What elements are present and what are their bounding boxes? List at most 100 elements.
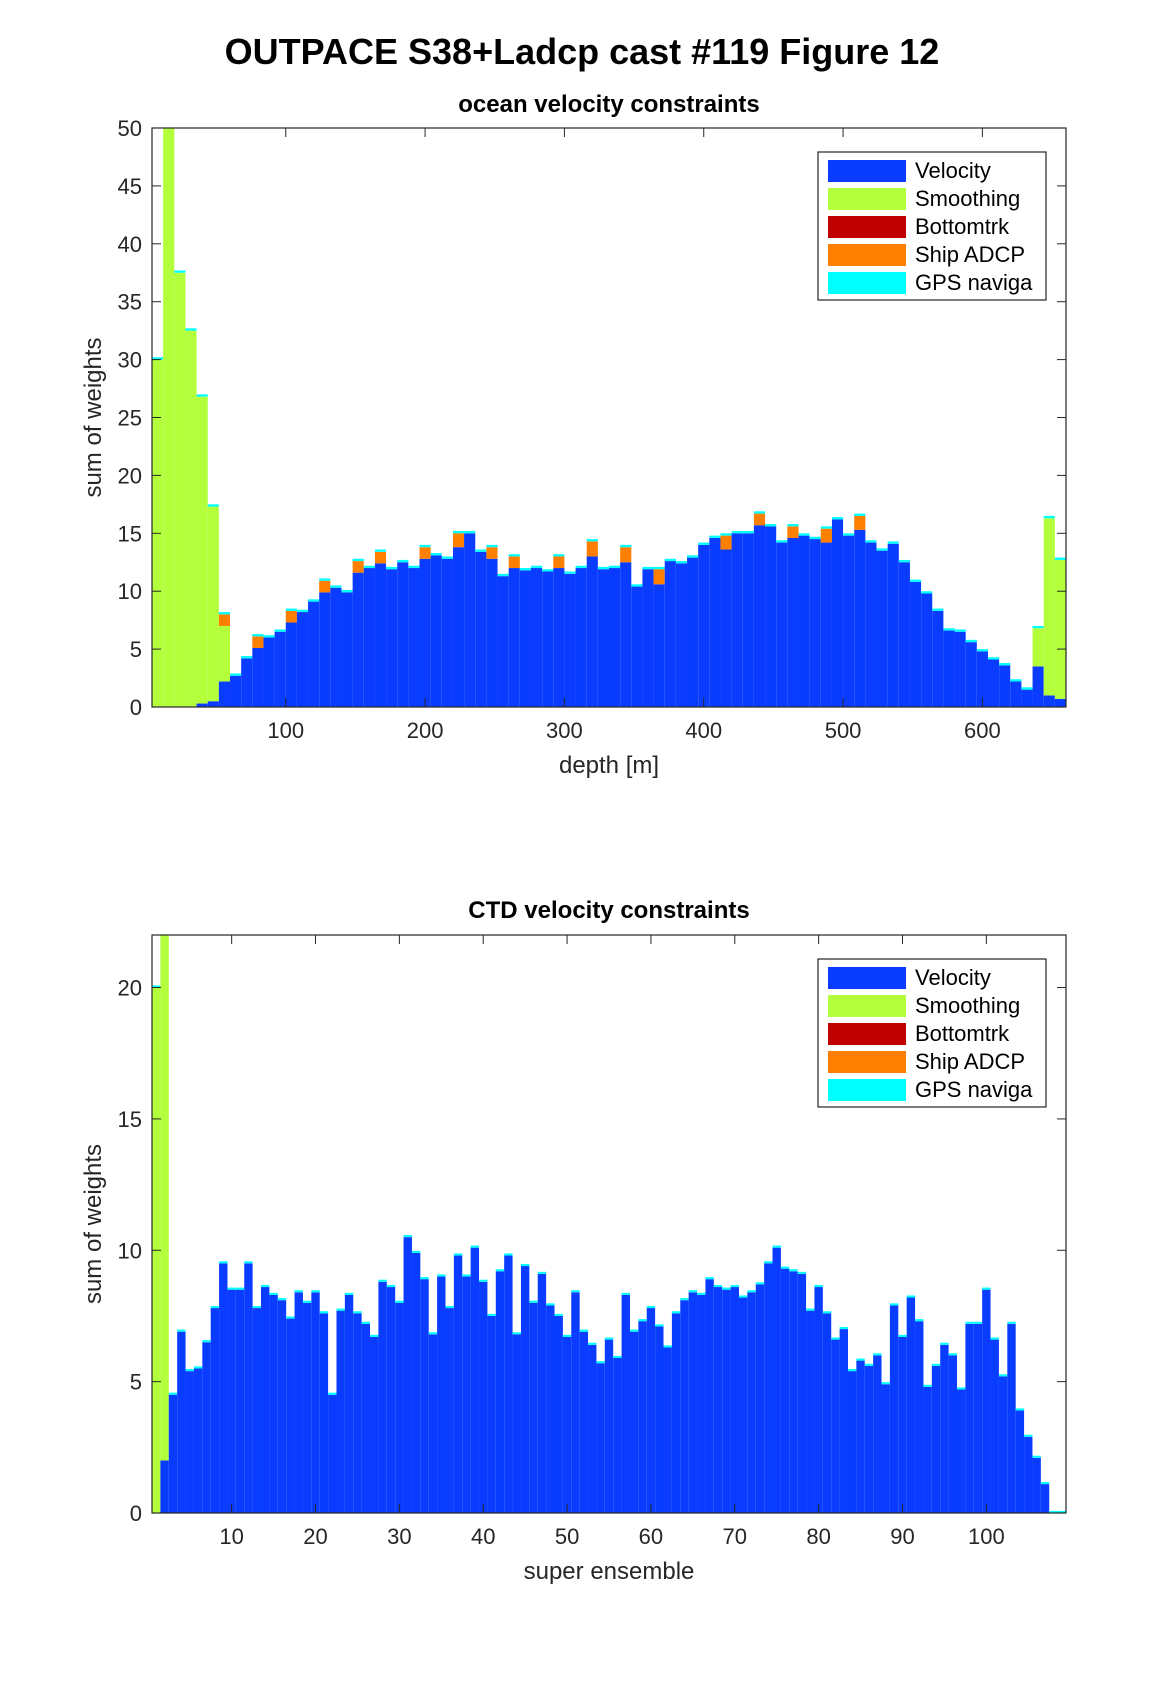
bar-velocity: [797, 1273, 807, 1513]
x-tick-label: 30: [387, 1524, 411, 1549]
bar-gps-naviga: [1054, 557, 1066, 560]
bar-gps-naviga: [990, 1337, 999, 1340]
bar-gps-naviga: [932, 608, 944, 611]
bar-velocity: [764, 1263, 773, 1513]
bar-gps-naviga: [629, 1329, 639, 1332]
bar-velocity: [597, 569, 609, 707]
bar-gps-naviga: [218, 612, 231, 615]
bar-gps-naviga: [319, 1311, 329, 1314]
bar-gps-naviga: [428, 1332, 438, 1335]
bar-gps-naviga: [753, 511, 766, 514]
bar-gps-naviga: [564, 571, 576, 574]
bar-gps-naviga: [898, 559, 910, 563]
bar-ship-adcp: [720, 535, 732, 550]
bar-velocity: [562, 1336, 572, 1513]
legend-swatch-bottomtrk: [828, 1023, 906, 1045]
bar-ship-adcp: [319, 580, 331, 593]
bar-gps-naviga: [286, 1316, 295, 1319]
bar-gps-naviga: [709, 535, 721, 538]
bar-velocity: [738, 1297, 748, 1513]
bar-velocity: [705, 1279, 714, 1513]
bar-gps-naviga: [386, 1284, 396, 1288]
bar-velocity: [965, 1323, 974, 1513]
bar-velocity: [1032, 1457, 1041, 1513]
bar-velocity: [408, 568, 420, 707]
bar-gps-naviga: [520, 1263, 530, 1267]
bar-velocity: [865, 542, 877, 707]
bar-velocity: [965, 642, 977, 707]
bar-velocity: [653, 584, 665, 707]
bar-smoothing: [163, 128, 175, 707]
bar-velocity: [397, 562, 409, 707]
bar-velocity: [546, 1305, 555, 1513]
bar-velocity: [680, 1300, 689, 1513]
bar-velocity: [948, 1355, 957, 1513]
bar-ship-adcp: [753, 513, 766, 526]
bar-gps-naviga: [742, 530, 754, 534]
bar-velocity: [363, 568, 375, 707]
bar-velocity: [998, 1376, 1008, 1513]
legend-label-velocity: Velocity: [915, 158, 991, 183]
bar-velocity: [646, 1308, 656, 1513]
bar-gps-naviga: [698, 542, 710, 545]
bar-ship-adcp: [508, 556, 520, 569]
bar-velocity: [529, 1302, 538, 1513]
bar-gps-naviga: [1024, 1434, 1033, 1437]
legend-swatch-velocity: [828, 160, 906, 182]
bar-gps-naviga: [177, 1329, 186, 1332]
bar-velocity: [252, 1308, 262, 1513]
bar-gps-naviga: [571, 1290, 580, 1293]
bar-gps-naviga: [642, 566, 654, 570]
bar-gps-naviga: [638, 1319, 647, 1322]
bar-velocity: [663, 1347, 672, 1513]
bar-gps-naviga: [185, 1369, 194, 1372]
bar-gps-naviga: [864, 1363, 874, 1366]
bar-velocity: [831, 1339, 840, 1513]
bar-gps-naviga: [263, 635, 275, 638]
bar-velocity: [609, 568, 621, 707]
bar-velocity: [296, 612, 309, 707]
bar-velocity: [713, 1287, 723, 1513]
bar-gps-naviga: [797, 1271, 807, 1274]
y-tick-label: 10: [118, 579, 142, 604]
bar-gps-naviga: [680, 1298, 689, 1301]
bar-gps-naviga: [609, 565, 621, 569]
bar-gps-naviga: [820, 526, 832, 529]
bar-velocity: [361, 1323, 371, 1513]
bar-velocity: [915, 1321, 924, 1513]
bar-gps-naviga: [554, 1313, 563, 1316]
bar-gps-naviga: [831, 517, 844, 520]
chart-title: ocean velocity constraints: [458, 91, 759, 118]
x-tick-label: 100: [267, 718, 304, 743]
chart-title: CTD velocity constraints: [468, 897, 749, 924]
bar-ship-adcp: [452, 533, 465, 548]
bar-velocity: [730, 1287, 739, 1513]
bar-velocity: [263, 637, 275, 707]
bar-gps-naviga: [940, 1342, 949, 1345]
bar-velocity: [193, 1368, 203, 1513]
bar-gps-naviga: [847, 1369, 857, 1372]
legend-swatch-ship-adcp: [828, 244, 906, 266]
bar-gps-naviga: [353, 1311, 362, 1314]
bar-velocity: [219, 1263, 228, 1513]
bar-velocity: [464, 533, 476, 707]
legend-label-bottomtrk: Bottomtrk: [915, 1021, 1010, 1046]
bar-smoothing: [207, 506, 219, 702]
bar-velocity: [655, 1326, 664, 1513]
bar-gps-naviga: [193, 1366, 203, 1369]
x-tick-label: 90: [890, 1524, 914, 1549]
bar-gps-naviga: [328, 1392, 337, 1395]
bar-gps-naviga: [302, 1300, 312, 1303]
bar-ship-adcp: [787, 526, 799, 538]
bar-ship-adcp: [620, 547, 632, 563]
bar-gps-naviga: [604, 1337, 614, 1340]
bar-velocity: [1021, 689, 1033, 707]
bar-velocity: [820, 542, 832, 707]
legend-swatch-gps-naviga: [828, 1079, 906, 1101]
bar-gps-naviga: [529, 1300, 538, 1303]
bar-gps-naviga: [822, 1311, 832, 1314]
bar-gps-naviga: [296, 609, 309, 613]
bar-gps-naviga: [586, 539, 598, 542]
bar-velocity: [269, 1294, 278, 1513]
bar-gps-naviga: [542, 569, 554, 572]
